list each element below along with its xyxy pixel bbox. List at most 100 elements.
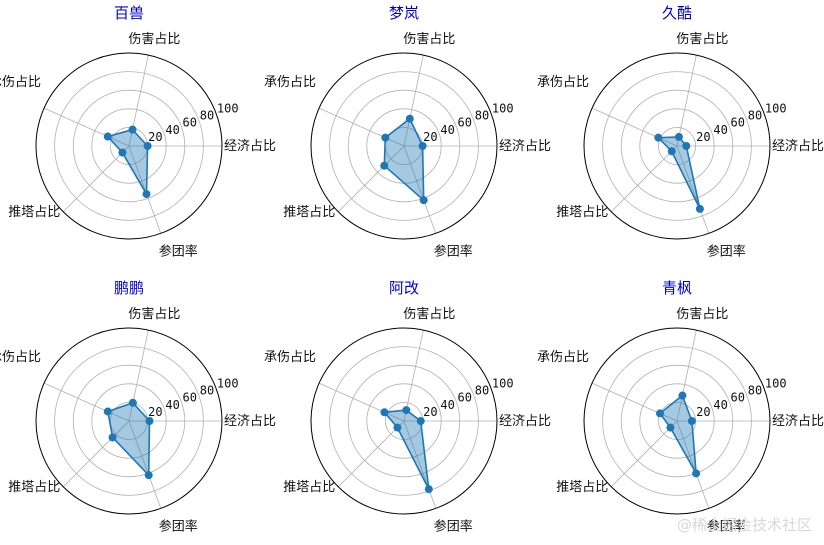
- tick-label: 40: [713, 398, 727, 412]
- tick-label: 20: [696, 405, 710, 419]
- axis-label: 承伤占比: [264, 75, 316, 90]
- data-point: [416, 417, 425, 425]
- axis-label: 经济占比: [499, 139, 551, 154]
- axis-spoke: [403, 420, 437, 509]
- axis-label: 参团率: [434, 243, 473, 259]
- data-area: [106, 401, 151, 478]
- data-point: [419, 196, 428, 205]
- tick-label: 20: [423, 405, 437, 419]
- axis-label: 参团率: [159, 243, 198, 259]
- axis-label: 推塔占比: [283, 480, 335, 495]
- tick-label: 60: [731, 116, 745, 130]
- data-point: [682, 142, 691, 150]
- axis-spoke: [676, 329, 697, 422]
- axis-spoke: [128, 420, 162, 509]
- data-point: [695, 204, 704, 213]
- axis-spoke: [62, 420, 130, 488]
- polar-frame: [583, 327, 771, 515]
- polar-frame: [310, 52, 498, 240]
- axis-label: 承伤占比: [537, 75, 589, 90]
- axis-label: 伤害占比: [403, 31, 455, 47]
- data-point: [656, 409, 665, 418]
- axis-label: 伤害占比: [676, 306, 728, 322]
- axis-label: 伤害占比: [676, 31, 728, 47]
- tick-label: 60: [183, 391, 197, 405]
- data-point: [674, 132, 683, 141]
- tick-label: 40: [165, 398, 179, 412]
- data-point: [144, 471, 153, 480]
- axis-spoke: [610, 420, 678, 488]
- axis-label: 推塔占比: [8, 205, 60, 220]
- tick-label: 20: [148, 130, 162, 144]
- axis-label: 参团率: [434, 518, 473, 534]
- panel-title: 梦岚: [389, 4, 419, 22]
- axis-label: 伤害占比: [128, 306, 180, 322]
- data-point: [143, 142, 152, 150]
- polar-frame: [35, 327, 223, 515]
- axis-spoke: [318, 107, 405, 147]
- axis-label: 经济占比: [772, 414, 824, 429]
- axis-spoke: [62, 145, 130, 213]
- panel-title: 阿改: [389, 279, 419, 297]
- axis-label: 承伤占比: [0, 75, 41, 90]
- data-point: [393, 423, 402, 432]
- data-point: [405, 114, 414, 123]
- axis-spoke: [676, 420, 710, 509]
- tick-label: 100: [492, 376, 514, 390]
- data-area: [106, 128, 149, 197]
- data-point: [118, 148, 127, 157]
- data-point: [103, 407, 112, 416]
- axis-spoke: [610, 145, 678, 213]
- panel-title: 久酷: [662, 4, 692, 22]
- data-point: [108, 433, 117, 442]
- tick-label: 40: [165, 123, 179, 137]
- data-point: [128, 398, 137, 407]
- axis-spoke: [337, 420, 405, 488]
- watermark: @稀土掘金技术社区: [676, 516, 812, 534]
- panel-title: 鹏鹏: [114, 279, 144, 297]
- data-point: [666, 423, 675, 432]
- data-point: [654, 133, 663, 142]
- panel-title: 青枫: [662, 279, 692, 297]
- axis-label: 推塔占比: [556, 205, 608, 220]
- axis-label: 推塔占比: [8, 480, 60, 495]
- polar-frame: [310, 327, 498, 515]
- axis-spoke: [337, 145, 405, 213]
- axis-spoke: [676, 54, 697, 147]
- tick-label: 60: [458, 391, 472, 405]
- tick-label: 40: [713, 123, 727, 137]
- axis-label: 伤害占比: [403, 306, 455, 322]
- tick-label: 60: [731, 391, 745, 405]
- tick-label: 100: [217, 376, 239, 390]
- data-point: [692, 469, 701, 478]
- tick-label: 20: [696, 130, 710, 144]
- data-area: [658, 394, 697, 474]
- axis-label: 伤害占比: [128, 31, 180, 47]
- axis-label: 承伤占比: [264, 350, 316, 365]
- data-point: [402, 406, 411, 415]
- axis-spoke: [318, 382, 405, 422]
- tick-label: 100: [765, 376, 787, 390]
- data-point: [103, 132, 112, 141]
- data-point: [687, 417, 696, 425]
- axis-label: 参团率: [707, 518, 746, 534]
- data-point: [381, 133, 390, 142]
- axis-spoke: [676, 145, 710, 234]
- axis-spoke: [403, 54, 424, 147]
- data-point: [142, 190, 151, 199]
- axis-label: 推塔占比: [556, 480, 608, 495]
- tick-label: 80: [748, 384, 762, 398]
- tick-label: 100: [765, 101, 787, 115]
- axis-label: 经济占比: [224, 414, 276, 429]
- tick-label: 60: [458, 116, 472, 130]
- data-point: [418, 142, 427, 150]
- polar-frame: [35, 52, 223, 240]
- axis-label: 参团率: [707, 243, 746, 259]
- axis-label: 推塔占比: [283, 205, 335, 220]
- axis-spoke: [591, 107, 678, 147]
- axis-label: 经济占比: [499, 414, 551, 429]
- tick-label: 80: [200, 109, 214, 123]
